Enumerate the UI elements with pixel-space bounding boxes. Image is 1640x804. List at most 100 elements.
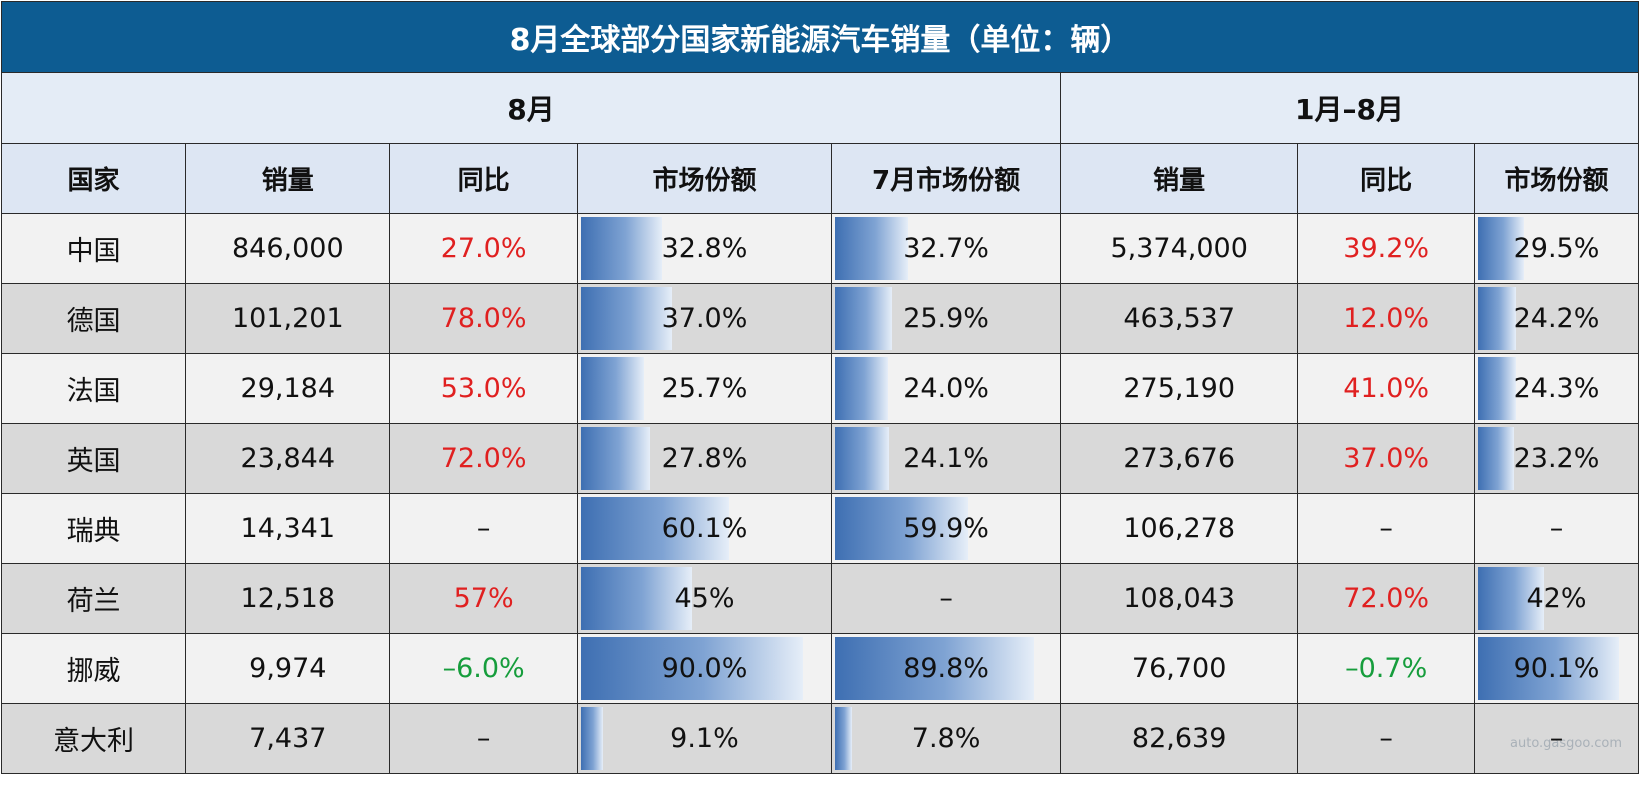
- cell-aug-share: 9.1%: [576, 703, 833, 774]
- cell-country: 荷兰: [0, 563, 187, 634]
- cell-ytd-share-label: 42%: [1526, 583, 1587, 614]
- cell-aug-share-bar: [580, 427, 650, 490]
- cell-jul-share-label: 25.9%: [903, 303, 989, 334]
- cell-ytd-share: 24.2%: [1474, 283, 1639, 354]
- cell-ytd-yoy: 37.0%: [1297, 423, 1476, 494]
- cell-ytd-sales: 5,374,000: [1059, 213, 1299, 284]
- cell-aug-sales: 846,000: [185, 213, 391, 284]
- col-header-aug-sales: 销量: [185, 143, 391, 214]
- cell-ytd-sales: 106,278: [1059, 493, 1299, 564]
- cell-jul-share-bar: [835, 707, 853, 770]
- cell-jul-share: 25.9%: [831, 283, 1061, 354]
- cell-aug-share-bar: [580, 217, 662, 280]
- cell-jul-share-bar: [835, 637, 1035, 700]
- cell-country: 挪威: [0, 633, 187, 704]
- watermark: auto.gasgoo.com: [1510, 736, 1622, 751]
- cell-ytd-sales: 273,676: [1059, 423, 1299, 494]
- cell-ytd-share-bar: [1478, 217, 1525, 280]
- cell-aug-sales: 23,844: [185, 423, 391, 494]
- cell-jul-share-label: 89.8%: [903, 653, 989, 684]
- table-row: 法国 29,184 53.0% 25.7% 24.0% 275,190 41.0% 24.3%: [0, 353, 1639, 424]
- cell-ytd-sales: 82,639: [1059, 703, 1299, 774]
- cell-jul-share-label: 7.8%: [911, 723, 981, 754]
- cell-ytd-yoy: 12.0%: [1297, 283, 1476, 354]
- cell-jul-share: 24.1%: [831, 423, 1061, 494]
- cell-aug-share: 37.0%: [576, 283, 833, 354]
- col-header-jul-share: 7月市场份额: [831, 143, 1061, 214]
- cell-aug-share-bar: [580, 637, 803, 700]
- cell-aug-share-label: 32.8%: [661, 233, 748, 264]
- cell-jul-share: 32.7%: [831, 213, 1061, 284]
- cell-ytd-yoy: –: [1297, 493, 1476, 564]
- cell-aug-sales: 12,518: [185, 563, 391, 634]
- cell-aug-share: 32.8%: [576, 213, 833, 284]
- cell-ytd-share: –: [1474, 493, 1639, 564]
- cell-country: 意大利: [0, 703, 187, 774]
- cell-aug-share-bar: [580, 497, 729, 560]
- cell-ytd-yoy: –0.7%: [1297, 633, 1476, 704]
- cell-jul-share-label: –: [939, 583, 953, 614]
- cell-ytd-share-bar: [1478, 357, 1517, 420]
- cell-ytd-share-bar: [1478, 567, 1545, 630]
- cell-jul-share-bar: [835, 287, 893, 350]
- cell-ytd-share-label: 24.2%: [1513, 303, 1600, 334]
- cell-jul-share: 7.8%: [831, 703, 1061, 774]
- cell-aug-share: 25.7%: [576, 353, 833, 424]
- cell-ytd-share: 29.5%: [1474, 213, 1639, 284]
- cell-jul-share-bar: [835, 217, 909, 280]
- cell-aug-yoy: 78.0%: [389, 283, 578, 354]
- cell-ytd-share-label: 90.1%: [1513, 653, 1600, 684]
- table-body: 中国 846,000 27.0% 32.8% 32.7% 5,374,000 39.2% 29…: [0, 213, 1639, 774]
- table-row: 中国 846,000 27.0% 32.8% 32.7% 5,374,000 39.2% 29…: [0, 213, 1639, 284]
- cell-aug-share: 90.0%: [576, 633, 833, 704]
- table-row: 挪威 9,974 –6.0% 90.0% 89.8% 76,700 –0.7% 90.1%: [0, 633, 1639, 704]
- cell-aug-share-bar: [580, 567, 692, 630]
- cell-ytd-share: 90.1%: [1474, 633, 1639, 704]
- col-header-ytd-sales: 销量: [1059, 143, 1299, 214]
- col-header-ytd-yoy: 同比: [1297, 143, 1476, 214]
- cell-aug-share-bar: [580, 357, 644, 420]
- cell-aug-yoy: 72.0%: [389, 423, 578, 494]
- group-header-ytd: 1月–8月: [1060, 72, 1639, 144]
- cell-ytd-share-label: 24.3%: [1513, 373, 1600, 404]
- column-header-row: 国家 销量 同比 市场份额 7月市场份额 销量 同比 市场份额: [0, 143, 1639, 214]
- cell-ytd-yoy: –: [1297, 703, 1476, 774]
- sales-table: 8月全球部分国家新能源汽车销量（单位：辆） 8月 1月–8月 国家 销量 同比 …: [0, 1, 1639, 774]
- cell-jul-share: 59.9%: [831, 493, 1061, 564]
- cell-jul-share-bar: [835, 497, 969, 560]
- cell-aug-yoy: –: [389, 703, 578, 774]
- cell-aug-yoy: –6.0%: [389, 633, 578, 704]
- cell-ytd-yoy: 72.0%: [1297, 563, 1476, 634]
- cell-jul-share: 89.8%: [831, 633, 1061, 704]
- cell-ytd-sales: 463,537: [1059, 283, 1299, 354]
- table-row: 英国 23,844 72.0% 27.8% 24.1% 273,676 37.0% 23.2%: [0, 423, 1639, 494]
- cell-country: 德国: [0, 283, 187, 354]
- cell-country: 英国: [0, 423, 187, 494]
- cell-ytd-share-label: –: [1549, 513, 1564, 544]
- cell-ytd-share: 24.3%: [1474, 353, 1639, 424]
- cell-aug-yoy: 27.0%: [389, 213, 578, 284]
- cell-aug-yoy: –: [389, 493, 578, 564]
- cell-jul-share-bar: [835, 357, 889, 420]
- cell-jul-share-bar: [835, 427, 890, 490]
- cell-aug-sales: 29,184: [185, 353, 391, 424]
- col-header-aug-yoy: 同比: [389, 143, 578, 214]
- cell-jul-share: –: [831, 563, 1061, 634]
- cell-aug-share-label: 90.0%: [661, 653, 748, 684]
- cell-aug-yoy: 53.0%: [389, 353, 578, 424]
- cell-aug-share-label: 27.8%: [661, 443, 748, 474]
- cell-ytd-sales: 275,190: [1059, 353, 1299, 424]
- cell-ytd-share: 23.2%: [1474, 423, 1639, 494]
- group-header-aug: 8月: [1, 72, 1061, 144]
- cell-aug-sales: 9,974: [185, 633, 391, 704]
- cell-aug-sales: 14,341: [185, 493, 391, 564]
- cell-ytd-share: –: [1474, 703, 1639, 774]
- cell-ytd-share-bar: [1478, 427, 1515, 490]
- cell-aug-share-label: 25.7%: [661, 373, 748, 404]
- cell-aug-share: 27.8%: [576, 423, 833, 494]
- cell-ytd-share: 42%: [1474, 563, 1639, 634]
- cell-country: 瑞典: [0, 493, 187, 564]
- cell-jul-share-label: 59.9%: [903, 513, 989, 544]
- cell-aug-share: 45%: [576, 563, 833, 634]
